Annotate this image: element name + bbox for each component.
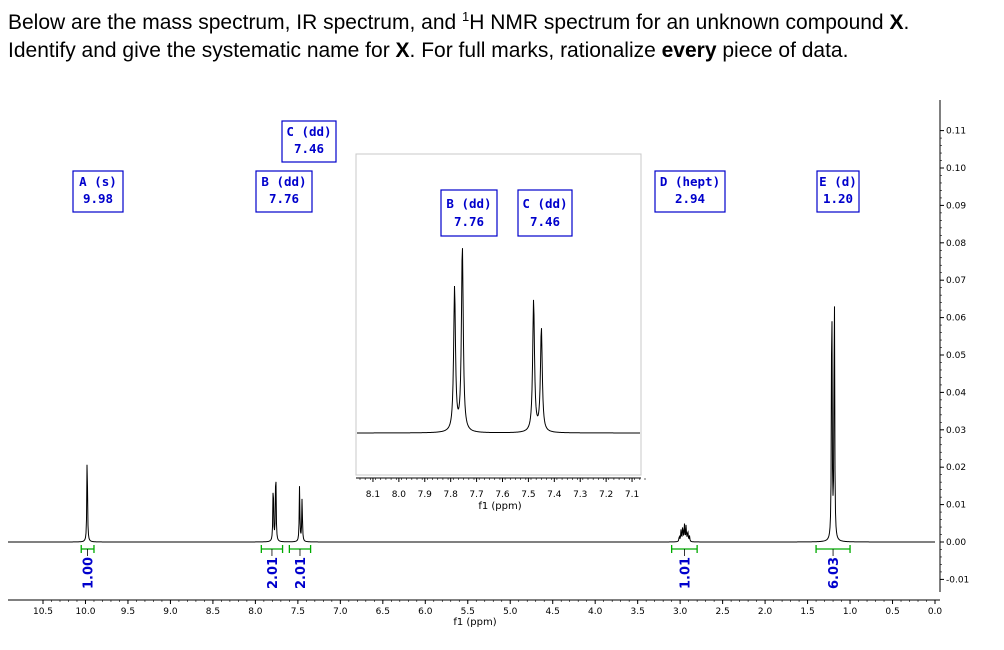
integral: 2.01 — [260, 545, 284, 589]
inset-x-tick-label: 7.1 — [625, 490, 639, 500]
question-line-1: Below are the mass spectrum, IR spectrum… — [8, 9, 910, 34]
annotation-box — [816, 170, 860, 213]
inset-spectrum: 8.1 8.0 7.9 7.8 7.7 7.6 7.5 7.4 7.3 7.2 7.1 f1 (ppm… — [355, 153, 646, 512]
inset-annotation-b: B (dd) 7.76 — [440, 189, 498, 237]
peak-annotation-c: C (dd) 7.46 — [281, 120, 337, 163]
peak-annotation-d: D (hept) 2.94 — [654, 170, 726, 213]
y-tick-label: 0.00 — [946, 538, 966, 548]
x-tick-label: 7.0 — [333, 607, 348, 617]
inset-x-tick-label: 7.9 — [418, 490, 433, 500]
x-tick-label: 7.5 — [291, 607, 305, 617]
annotation-shift: 7.46 — [294, 141, 324, 156]
x-tick-label: 8.5 — [206, 607, 220, 617]
annotation-box — [281, 120, 337, 163]
x-tick-label: 9.5 — [121, 607, 135, 617]
annotation-multiplicity: B (dd) — [261, 174, 306, 189]
inset-x-tick-label: 7.6 — [495, 490, 510, 500]
inset-x-tick-label: 7.8 — [444, 490, 459, 500]
annotation-shift: 2.94 — [675, 191, 705, 206]
integral: 2.01 — [288, 545, 312, 589]
annotation-shift: 9.98 — [83, 191, 113, 206]
annotation-box — [255, 170, 313, 213]
y-tick-label: 0.04 — [946, 388, 966, 398]
x-tick-label: 0.5 — [885, 607, 899, 617]
peak-annotation-b: B (dd) 7.76 — [255, 170, 313, 213]
annotation-multiplicity: A (s) — [79, 174, 117, 189]
x-tick-label: 9.0 — [163, 607, 178, 617]
inset-x-tick-label: 7.7 — [469, 490, 483, 500]
peak-annotation-a: A (s) 9.98 — [72, 170, 124, 213]
question-text: Below are the mass spectrum, IR spectrum… — [8, 3, 998, 65]
annotation-shift: 7.76 — [269, 191, 299, 206]
question-line-2: Identify and give the systematic name fo… — [8, 39, 849, 62]
inset-trace — [357, 248, 640, 434]
x-tick-label: 6.0 — [418, 607, 433, 617]
inset-x-tick-label: 7.4 — [547, 490, 562, 500]
x-tick-label: 1.0 — [843, 607, 858, 617]
integral: 1.01 — [670, 545, 698, 589]
x-tick-label: 4.5 — [546, 607, 560, 617]
y-tick-label: 0.05 — [946, 351, 966, 361]
x-axis-title: f1 (ppm) — [453, 617, 496, 628]
peak-annotation-e: E (d) 1.20 — [816, 170, 860, 213]
inset-x-tick-label: 8.1 — [366, 490, 380, 500]
annotation-multiplicity: C (dd) — [522, 196, 567, 211]
integral-value: 2.01 — [294, 557, 309, 589]
inset-frame — [355, 153, 642, 476]
x-tick-label: 2.5 — [715, 607, 729, 617]
inset-x-tick-label: 7.5 — [521, 490, 535, 500]
y-tick-label: -0.01 — [946, 575, 969, 585]
integral-value: 6.03 — [827, 557, 842, 589]
inset-annotation-c: C (dd) 7.46 — [517, 189, 573, 237]
inset-x-tick-label: 7.2 — [599, 490, 613, 500]
y-tick-label: 0.07 — [946, 276, 966, 286]
annotation-box — [72, 170, 124, 213]
integral-value: 2.01 — [266, 557, 281, 589]
x-tick-label: 5.0 — [503, 607, 518, 617]
spectrum-trace — [8, 306, 935, 543]
x-tick-label: 3.0 — [673, 607, 688, 617]
annotation-multiplicity: B (dd) — [446, 196, 491, 211]
annotation-box — [517, 189, 573, 237]
annotation-multiplicity: E (d) — [819, 174, 857, 189]
y-tick-label: 0.02 — [946, 463, 966, 473]
annotation-shift: 7.46 — [530, 214, 560, 229]
x-tick-label: 4.0 — [588, 607, 603, 617]
inset-x-axis-title: f1 (ppm) — [478, 501, 521, 512]
y-tick-label: 0.08 — [946, 239, 966, 249]
inset-x-tick-label: 7.3 — [573, 490, 587, 500]
x-tick-label: 10.0 — [75, 607, 95, 617]
y-tick-label: 0.06 — [946, 314, 966, 324]
integral-value: 1.01 — [678, 557, 693, 589]
y-tick-label: 0.01 — [946, 501, 966, 511]
annotation-multiplicity: D (hept) — [660, 174, 720, 189]
y-tick-label: 0.03 — [946, 426, 966, 436]
inset-x-tick-label: 8.0 — [392, 490, 407, 500]
main-spectrum: 0.110.100.090.080.070.060.050.040.030.02… — [8, 100, 969, 628]
x-tick-label: 8.0 — [248, 607, 263, 617]
annotation-shift: 7.76 — [454, 214, 484, 229]
integral: 6.03 — [815, 545, 851, 589]
integral: 1.00 — [80, 545, 97, 589]
integral-value: 1.00 — [82, 557, 97, 589]
x-tick-label: 5.5 — [461, 607, 475, 617]
x-tick-label: 10.5 — [33, 607, 53, 617]
y-tick-label: 0.10 — [946, 164, 966, 174]
x-tick-label: 3.5 — [631, 607, 645, 617]
annotation-box — [440, 189, 498, 237]
x-tick-label: 0.0 — [928, 607, 943, 617]
annotation-shift: 1.20 — [823, 191, 853, 206]
y-tick-label: 0.09 — [946, 201, 966, 211]
annotation-multiplicity: C (dd) — [286, 124, 331, 139]
x-tick-label: 1.5 — [800, 607, 814, 617]
annotation-box — [654, 170, 726, 213]
x-tick-label: 2.0 — [758, 607, 773, 617]
y-tick-label: 0.11 — [946, 127, 966, 137]
x-tick-label: 6.5 — [376, 607, 390, 617]
